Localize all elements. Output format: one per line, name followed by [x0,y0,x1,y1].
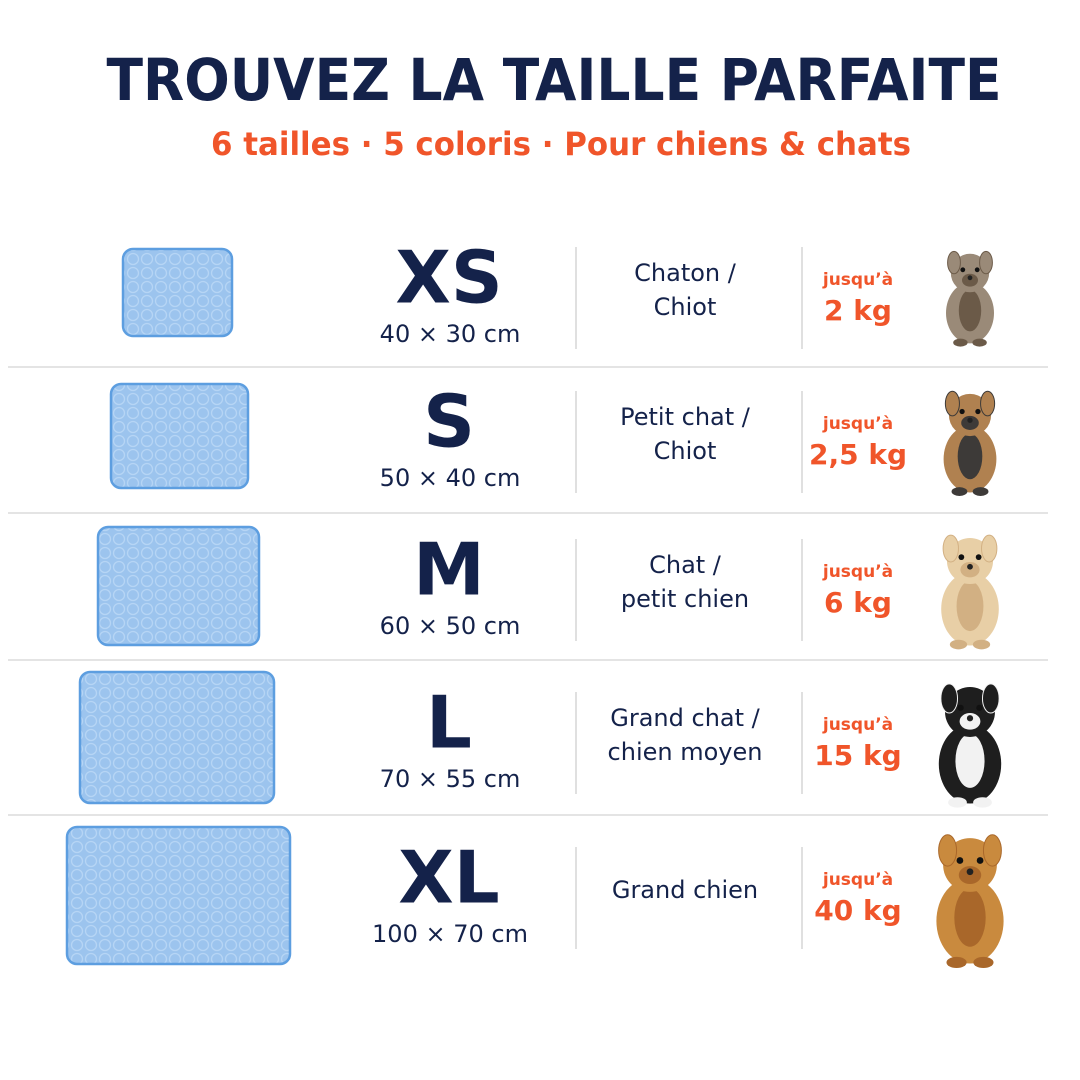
size-label: S [423,380,475,464]
mat [109,382,250,490]
animal-ear [940,683,959,714]
animal-chest [955,733,985,788]
animal-paw [972,639,991,650]
animal-ear [938,834,958,867]
limit-label: jusqu’à [822,270,893,290]
limit-label: jusqu’à [822,562,893,582]
animal-illustration [936,834,1004,969]
mat [65,825,292,966]
animal-chest [956,581,984,632]
animal-eye [958,554,965,561]
animal-nose [967,563,973,570]
animal-paw [972,487,989,496]
title: TROUVEZ LA TAILLE PARFAITE [107,46,1002,114]
animal-type: petit chien [621,585,749,613]
animal-ear [942,534,959,563]
animal-ear [979,250,993,275]
dimensions: 40 × 30 cm [380,320,521,348]
weight: 6 kg [824,586,892,619]
limit-label: jusqu’à [822,715,893,735]
mat [78,670,276,805]
size-label: M [413,528,485,612]
animal-type: Grand chien [612,876,758,904]
animal-eye [976,857,984,864]
dimensions: 50 × 40 cm [380,464,521,492]
dimensions: 60 × 50 cm [380,612,521,640]
animal-type: Chiot [654,437,717,465]
animal-type: Chat / [649,551,722,579]
animal-nose [966,715,974,722]
animal-type: Grand chat / [610,704,760,732]
animal-eye [959,408,965,415]
animal-type: Chaton / [634,259,737,287]
weight: 2,5 kg [809,438,907,471]
dimensions: 70 × 55 cm [380,765,521,793]
limit-label: jusqu’à [822,870,893,890]
animal-muzzle [962,273,978,287]
animal-eye [975,554,982,561]
animal-illustration [943,390,997,496]
dimensions: 100 × 70 cm [372,920,528,948]
animal-nose [967,275,973,281]
animal-ear [982,834,1002,867]
animal-illustration [946,250,994,347]
animal-eye [974,267,980,273]
animal-paw [951,487,968,496]
animal-paw [973,797,992,808]
size-label: XL [398,836,499,920]
animal-eye [975,408,981,415]
animal-chest [957,433,983,480]
animal-ear [981,534,998,563]
animal-paw [972,338,987,347]
animal-ear [980,390,996,417]
animal-muzzle [960,561,980,578]
size-label: L [426,681,472,765]
animal-chest [958,289,982,332]
animal-eye [957,704,964,711]
weight: 2 kg [824,294,892,327]
animal-paw [946,956,967,969]
mat [96,525,261,647]
animal-illustration [938,683,1002,808]
animal-paw [949,639,968,650]
limit-label: jusqu’à [822,414,893,434]
subtitle: 6 tailles · 5 coloris · Pour chiens & ch… [211,125,911,163]
animal-chest [954,888,986,947]
animal-type: chien moyen [608,738,763,766]
size-label: XS [395,236,502,320]
animal-illustration [941,534,999,650]
animal-paw [973,956,994,969]
animal-ear [981,683,1000,714]
animal-ear [947,250,961,275]
animal-paw [948,797,967,808]
animal-type: Petit chat / [620,403,751,431]
animal-paw [953,338,968,347]
mat [121,247,234,338]
animal-type: Chiot [654,293,717,321]
animal-eye [960,267,966,273]
animal-eye [976,704,983,711]
weight: 15 kg [814,739,901,772]
animal-nose [967,417,973,423]
animal-ear [944,390,960,417]
animal-nose [966,868,974,876]
weight: 40 kg [814,894,901,927]
animal-eye [956,857,964,864]
